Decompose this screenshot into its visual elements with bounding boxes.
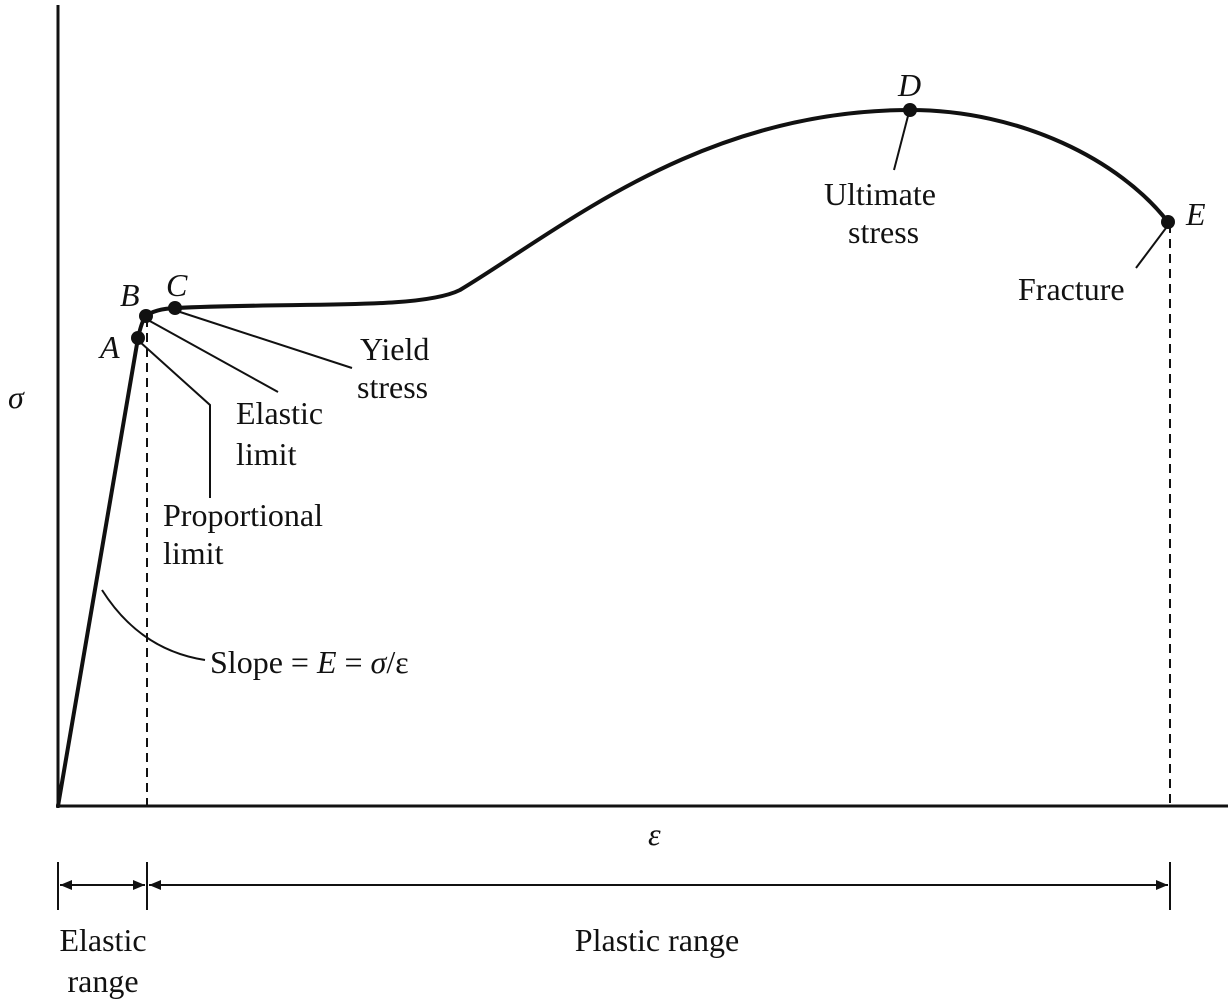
annotation: stress bbox=[357, 369, 428, 405]
leader bbox=[893, 115, 909, 171]
leader bbox=[101, 589, 206, 661]
leader bbox=[1135, 227, 1167, 269]
point-d bbox=[903, 103, 917, 117]
annotation: Yield bbox=[360, 331, 429, 367]
annotation: Proportional bbox=[163, 497, 323, 533]
annotation: Fracture bbox=[1018, 271, 1125, 307]
text: /ε bbox=[386, 644, 408, 680]
point-label: C bbox=[166, 267, 188, 303]
leader bbox=[176, 310, 353, 369]
point-b bbox=[139, 309, 153, 323]
range-label: range bbox=[67, 963, 138, 999]
point-label: A bbox=[98, 329, 120, 365]
annotation: limit bbox=[236, 436, 297, 472]
point-label: D bbox=[897, 67, 921, 103]
range-label: Elastic bbox=[59, 922, 146, 958]
annotation: stress bbox=[848, 214, 919, 250]
point-label: B bbox=[120, 277, 140, 313]
text: σ bbox=[371, 644, 388, 680]
stress-strain-curve bbox=[56, 107, 1170, 807]
text: = bbox=[336, 644, 370, 680]
text: E bbox=[316, 644, 337, 680]
point-label: E bbox=[1185, 196, 1206, 232]
annotation: Ultimate bbox=[824, 176, 936, 212]
x-axis-label: ε bbox=[648, 816, 661, 852]
range-label: Plastic range bbox=[575, 922, 739, 958]
text: Slope = bbox=[210, 644, 317, 680]
y-axis-label: σ bbox=[8, 379, 25, 415]
leader bbox=[139, 341, 211, 498]
point-e bbox=[1161, 215, 1175, 229]
leader bbox=[147, 319, 279, 393]
point-a bbox=[131, 331, 145, 345]
slope-annotation: Slope = E = σ/ε bbox=[210, 644, 409, 680]
annotation: Elastic bbox=[236, 395, 323, 431]
annotation: limit bbox=[163, 535, 224, 571]
